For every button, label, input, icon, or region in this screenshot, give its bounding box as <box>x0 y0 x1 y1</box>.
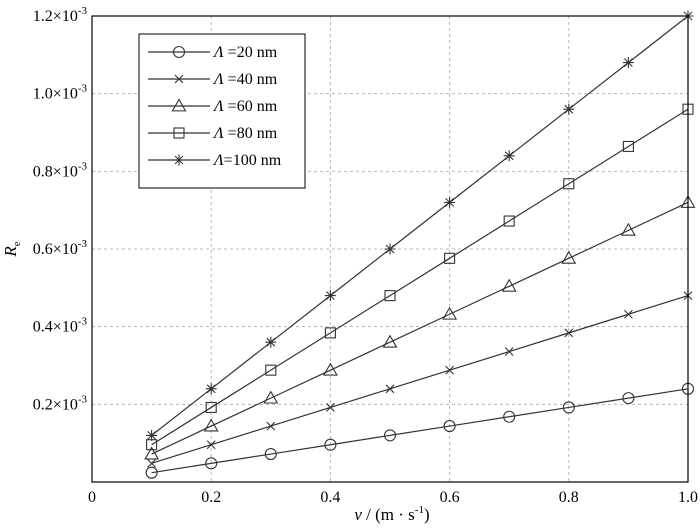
y-tick-label: 1.0×10-3 <box>33 83 88 103</box>
data-point <box>265 336 277 348</box>
series-line <box>151 201 689 455</box>
legend-label: Λ =60 nm <box>212 98 278 115</box>
y-tick-label: 0.8×10-3 <box>33 160 88 180</box>
data-point <box>266 421 276 431</box>
data-point <box>563 103 575 115</box>
data-point <box>622 392 635 405</box>
data-point <box>322 362 338 376</box>
data-point <box>620 222 636 236</box>
data-point <box>622 57 634 69</box>
data-point <box>146 429 158 441</box>
x-tick-label: 0.6 <box>440 489 460 506</box>
data-point <box>145 466 158 479</box>
legend: Λ =20 nm Λ =40 nm Λ =60 nm Λ =80 nm Λ=100 nm <box>138 33 306 189</box>
x-tick-label: 1.0 <box>678 489 698 506</box>
data-point <box>205 457 218 470</box>
legend-entry: Λ=100 nm <box>148 152 282 169</box>
legend-entry: Λ =80 nm <box>148 125 278 142</box>
data-point <box>504 347 514 356</box>
data-point <box>442 306 458 320</box>
x-axis-label: v / (m · s-1) <box>354 504 429 524</box>
series-line <box>151 295 689 464</box>
data-point <box>384 290 396 302</box>
x-tick-label: 0.4 <box>320 489 340 506</box>
data-point <box>263 390 279 404</box>
tick-layer: 0 0.2 0.4 0.6 0.8 1.0 0.2×10-3 0.4×10-3 0.6×10-3… <box>33 5 698 506</box>
data-point <box>622 140 634 153</box>
legend-label: Λ =80 nm <box>212 125 278 142</box>
data-point <box>324 438 337 451</box>
data-point <box>384 243 396 255</box>
data-point <box>144 446 160 460</box>
y-tick-label: 0.2×10-3 <box>33 393 88 413</box>
data-point <box>383 429 397 442</box>
data-point <box>324 327 336 339</box>
y-tick-label: 0.6×10-3 <box>33 238 88 258</box>
data-point <box>563 178 575 190</box>
data-point <box>445 365 454 375</box>
data-point <box>503 215 515 227</box>
data-point <box>205 383 217 395</box>
data-point <box>503 150 515 162</box>
series-line <box>151 388 689 474</box>
legend-label: Λ =20 nm <box>212 44 278 61</box>
data-point <box>501 278 517 292</box>
data-point <box>561 250 577 264</box>
data-point <box>564 328 574 338</box>
data-point <box>326 403 335 412</box>
y-axis-label: Re <box>1 241 23 257</box>
data-point <box>324 290 336 302</box>
series-line <box>151 108 689 446</box>
series-circle <box>145 382 695 479</box>
legend-entry: Λ =20 nm <box>148 44 278 61</box>
legend-entry: Λ =60 nm <box>148 98 278 115</box>
plot-frame <box>91 15 689 483</box>
data-point <box>147 458 156 468</box>
x-tick-label: 0.2 <box>201 489 221 506</box>
y-tick-label: 1.2×10-3 <box>33 5 88 25</box>
legend-entry: Λ =40 nm <box>148 71 278 88</box>
data-point <box>443 420 456 433</box>
series-x <box>147 291 693 468</box>
legend-label: Λ =40 nm <box>212 71 278 88</box>
data-point <box>206 440 216 450</box>
data-point <box>444 252 456 264</box>
legend-label: Λ=100 nm <box>212 152 282 169</box>
data-point <box>264 447 277 461</box>
data-point <box>382 334 398 348</box>
legend-box <box>138 33 306 189</box>
data-point <box>265 364 277 376</box>
series-triangle <box>144 194 696 460</box>
data-point <box>205 401 217 413</box>
y-tick-label: 0.4×10-3 <box>33 316 88 336</box>
data-point <box>203 418 219 432</box>
data-point <box>385 384 395 394</box>
x-tick-label: 0.8 <box>559 489 579 506</box>
x-tick-label: 0 <box>88 489 96 506</box>
data-point <box>174 74 184 84</box>
data-point <box>172 45 186 59</box>
data-point <box>173 127 185 139</box>
data-point <box>444 196 456 208</box>
data-point <box>624 309 633 319</box>
series-line <box>151 15 689 436</box>
data-point <box>562 401 575 414</box>
data-point <box>503 410 516 423</box>
data-point <box>171 98 187 112</box>
data-point <box>173 154 185 166</box>
